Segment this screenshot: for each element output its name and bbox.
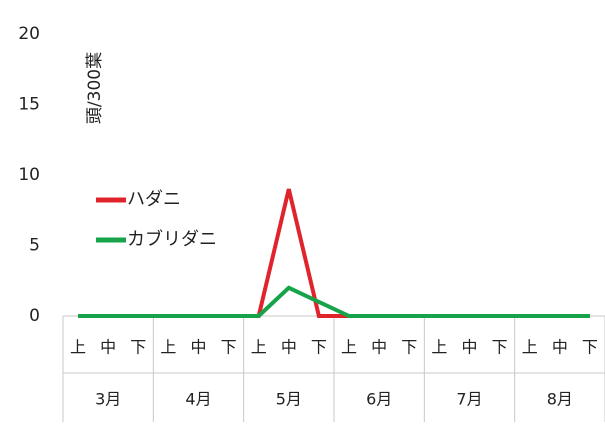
x-tick-label: 上 bbox=[70, 338, 86, 357]
y-axis-label: 頭/300葉 bbox=[85, 52, 105, 124]
legend-label: カブリダニ bbox=[127, 228, 217, 250]
x-tick-label: 中 bbox=[461, 338, 477, 357]
legend-label: ハダニ bbox=[127, 189, 181, 210]
y-tick-label: 20 bbox=[18, 24, 40, 44]
x-tick-label: 下 bbox=[582, 338, 598, 357]
month-label: 8月 bbox=[547, 390, 573, 409]
month-label: 4月 bbox=[185, 390, 211, 409]
series-lines bbox=[78, 188, 590, 318]
x-tick-label: 中 bbox=[100, 338, 116, 357]
month-label: 7月 bbox=[456, 390, 482, 409]
y-tick-label: 0 bbox=[29, 306, 40, 326]
x-tick-label: 上 bbox=[341, 338, 357, 357]
y-tick-label: 5 bbox=[29, 236, 40, 256]
month-label: 3月 bbox=[95, 390, 121, 409]
x-axis: 3月 4月 5月 6月 7月 8月上中下上中下上中下上中下上中下上中下 bbox=[62, 315, 605, 422]
x-tick-label: 上 bbox=[522, 338, 538, 357]
x-tick-label: 上 bbox=[160, 338, 176, 357]
x-tick-label: 下 bbox=[492, 338, 508, 357]
x-tick-label: 下 bbox=[401, 338, 417, 357]
x-tick-label: 中 bbox=[190, 338, 206, 357]
month-label: 5月 bbox=[276, 390, 302, 409]
x-tick-label: 中 bbox=[281, 338, 297, 357]
y-tick-label: 10 bbox=[18, 165, 40, 185]
x-tick-label: 下 bbox=[221, 338, 237, 357]
x-tick-label: 下 bbox=[311, 338, 327, 357]
x-tick-label: 中 bbox=[552, 338, 568, 357]
y-axis-ticks: 0 5 10 15 20 bbox=[18, 24, 40, 326]
x-tick-label: 下 bbox=[130, 338, 146, 357]
x-tick-label: 中 bbox=[371, 338, 387, 357]
series-line-kaburidani bbox=[78, 285, 590, 318]
x-tick-label: 上 bbox=[251, 338, 267, 357]
month-label: 6月 bbox=[366, 390, 392, 409]
x-tick-label: 上 bbox=[431, 338, 447, 357]
y-tick-label: 15 bbox=[18, 95, 40, 115]
